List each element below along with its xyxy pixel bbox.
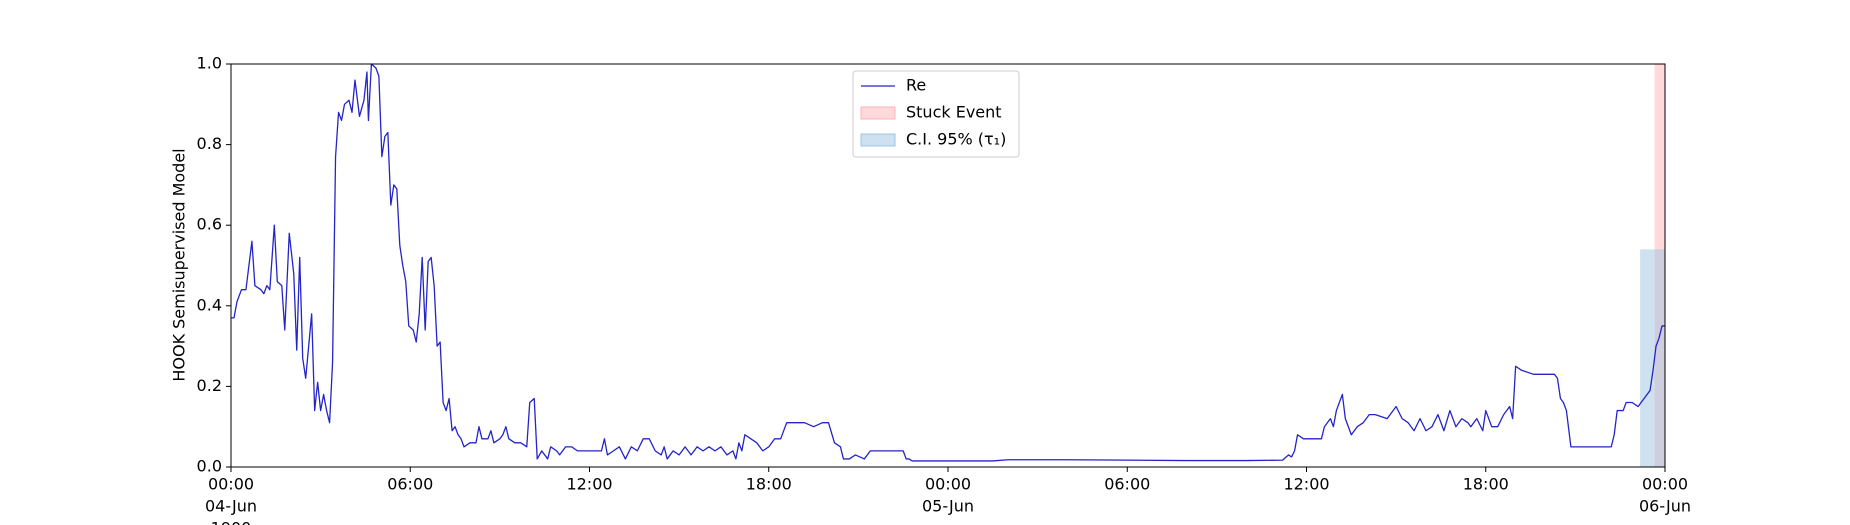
x-tick-label: 00:00 [1642, 475, 1688, 494]
data-line [231, 63, 1665, 462]
x-tick-label: 06-Jun [1639, 497, 1691, 516]
x-tick-label: 12:00 [1283, 475, 1329, 494]
legend-label: Re [906, 76, 926, 95]
legend-swatch [860, 106, 896, 120]
legend-label: C.I. 95% (τ₁) [906, 130, 1006, 149]
x-tick-label: 06:00 [1104, 475, 1150, 494]
y-axis-label: HOOK Semisupervised Model [170, 148, 189, 381]
legend-swatch [860, 133, 896, 147]
y-tick-label: 0.0 [197, 457, 222, 476]
y-tick-label: 0.8 [197, 134, 222, 153]
x-tick-label: 1900 [211, 519, 252, 525]
y-tick-label: 0.4 [197, 295, 222, 314]
legend-label: Stuck Event [906, 103, 1002, 122]
shaded-span [1640, 249, 1665, 467]
y-tick-label: 0.2 [197, 376, 222, 395]
legend: Re Stuck Event C.I. 95% (τ₁) [852, 70, 1020, 158]
y-tick-label: 0.6 [197, 215, 222, 234]
x-tick-label: 00:00 [208, 475, 254, 494]
x-tick-label: 04-Jun [205, 497, 257, 516]
x-tick-label: 00:00 [925, 475, 971, 494]
x-tick-label: 06:00 [387, 475, 433, 494]
x-tick-label: 18:00 [1463, 475, 1509, 494]
x-tick-label: 18:00 [746, 475, 792, 494]
x-tick-label: 05-Jun [922, 497, 974, 516]
plot-frame [230, 63, 1666, 468]
x-tick-label: 12:00 [566, 475, 612, 494]
y-tick-label: 1.0 [197, 54, 222, 73]
